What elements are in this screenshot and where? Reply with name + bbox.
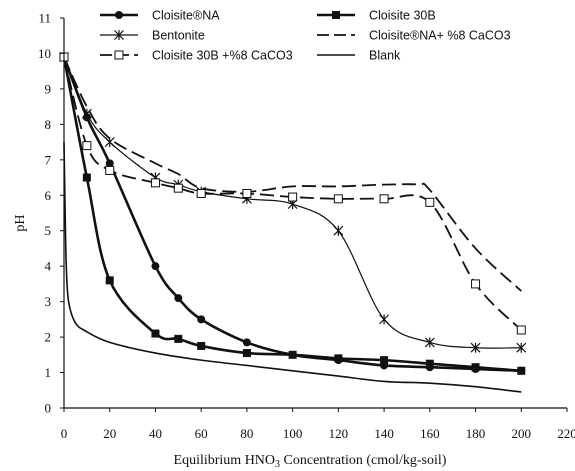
x-tick-label: 0 (61, 426, 68, 441)
series-2-point (516, 342, 527, 353)
series-2-point (104, 137, 115, 148)
series-4-point (425, 197, 435, 207)
y-axis-title: pH (13, 214, 28, 231)
series-1-point (380, 356, 389, 365)
series-2-point (81, 108, 92, 119)
series-1-point (517, 366, 526, 375)
y-tick-label: 3 (45, 294, 52, 309)
legend-label: Cloisite 30B (369, 9, 436, 23)
series-4-point (333, 194, 343, 204)
series-line-5 (63, 142, 522, 393)
series-1-point (105, 276, 114, 285)
x-axis-title: Equilibrium HNO3 Concentration (cmol/kg-… (174, 453, 447, 470)
y-tick-label: 11 (38, 11, 51, 26)
series-1-point (288, 350, 297, 359)
series-1-point (82, 173, 91, 182)
series-4-point (105, 165, 115, 175)
x-tick-label: 180 (466, 426, 486, 441)
y-tick-label: 7 (45, 152, 52, 167)
series-1-point (197, 341, 206, 350)
series-0-point (197, 315, 206, 324)
series-line-3 (63, 56, 522, 292)
series-0-point (105, 159, 114, 168)
series-1-point (151, 329, 160, 338)
x-tick-label: 100 (283, 426, 303, 441)
series-1-point (174, 334, 183, 343)
x-tick-label: 20 (103, 426, 116, 441)
legend-label: Cloisite®NA+ %8 CaCO3 (369, 29, 511, 43)
series-4-point (173, 183, 183, 193)
x-tick-label: 160 (420, 426, 440, 441)
legend: Cloisite®NA Cloisite 30B Bentonite Cloisite… (100, 9, 511, 63)
series-4-point (379, 194, 389, 204)
legend-label: Blank (369, 49, 401, 63)
y-tick-label: 6 (45, 188, 52, 203)
series-4-point (150, 178, 160, 188)
y-tick-label: 9 (45, 81, 52, 96)
x-tick-label: 120 (329, 426, 349, 441)
series-0-point (242, 338, 251, 347)
tick-labels: 0 1 2 3 4 5 6 7 8 9 10 11 0 20 40 60 80 100 120 140 160 180 20… (38, 11, 575, 442)
series-4-point (288, 192, 298, 202)
series-4-point (242, 189, 252, 198)
legend-swatch-marker (114, 50, 124, 60)
legend-swatch-marker (114, 30, 124, 40)
x-tick-label: 220 (557, 426, 575, 441)
series-0-point (151, 262, 160, 271)
series-2-point (379, 314, 390, 325)
axes (60, 17, 568, 412)
legend-label: Bentonite (152, 29, 205, 43)
series-1-point (471, 363, 480, 372)
x-tick-label: 200 (512, 426, 532, 441)
x-tick-label: 140 (374, 426, 394, 441)
series-4-point (196, 189, 206, 198)
series-lines (62, 56, 522, 393)
legend-label: Cloisite 30B +%8 CaCO3 (152, 49, 293, 63)
series-4-point (471, 279, 481, 289)
series-0-point (174, 294, 183, 303)
y-tick-label: 0 (45, 401, 52, 416)
y-tick-label: 1 (45, 365, 52, 380)
legend-swatch-marker (115, 11, 123, 19)
series-4-point (516, 325, 526, 335)
y-tick-label: 8 (45, 117, 52, 132)
series-4-point (82, 141, 92, 151)
x-tick-label: 60 (195, 426, 208, 441)
series-1-point (425, 359, 434, 368)
series-1-point (334, 354, 343, 363)
legend-swatch-marker (332, 11, 340, 19)
series-2-point (470, 342, 481, 353)
y-tick-label: 5 (45, 223, 52, 238)
series-markers (59, 52, 527, 375)
series-1-point (242, 349, 251, 358)
y-tick-label: 4 (45, 259, 52, 274)
y-tick-label: 10 (38, 46, 51, 61)
x-tick-label: 80 (240, 426, 253, 441)
series-2-point (333, 225, 344, 236)
series-line-0 (62, 56, 522, 373)
y-tick-label: 2 (45, 330, 52, 345)
legend-label: Cloisite®NA (152, 9, 220, 23)
series-2-point (424, 337, 435, 348)
x-tick-label: 40 (149, 426, 162, 441)
